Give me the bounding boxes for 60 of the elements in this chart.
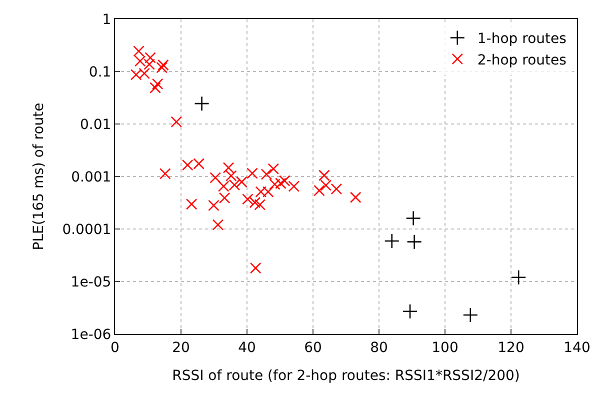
point <box>269 178 280 190</box>
point <box>318 170 330 182</box>
point <box>210 172 221 184</box>
point <box>170 116 182 128</box>
y-tick-label: 0.01 <box>80 116 112 133</box>
point <box>260 168 272 180</box>
point <box>186 198 198 210</box>
point <box>320 180 332 191</box>
point <box>406 210 421 226</box>
x-tick-label: 140 <box>564 340 590 356</box>
point <box>250 262 262 274</box>
point <box>254 199 266 210</box>
point <box>158 59 169 71</box>
point <box>242 194 254 205</box>
point <box>144 58 155 70</box>
point <box>134 55 146 67</box>
point <box>288 180 300 192</box>
point <box>330 183 342 195</box>
point <box>406 234 422 250</box>
point <box>462 307 478 323</box>
point <box>212 219 224 230</box>
y-tick-label: 0.1 <box>88 64 112 80</box>
point <box>402 304 418 319</box>
point <box>226 170 237 182</box>
x-tick-label: 120 <box>498 340 524 356</box>
legend-label: 2-hop routes <box>477 52 566 68</box>
y-tick-label: 1e-06 <box>70 326 112 343</box>
x-tick-label: 0 <box>110 340 120 356</box>
x-tick-label: 40 <box>238 340 256 356</box>
point <box>222 162 234 174</box>
y-tick-label: 1 <box>102 12 112 28</box>
point <box>278 175 290 186</box>
point <box>275 178 286 190</box>
point <box>194 96 210 112</box>
point <box>384 233 400 249</box>
x-tick-label: 60 <box>304 340 322 356</box>
point <box>152 78 164 90</box>
x-axis-title: RSSI of route (for 2-hop routes: RSSI1*RSSI2/200) <box>172 368 520 384</box>
point <box>133 46 144 57</box>
point <box>218 192 230 204</box>
y-axis-title: PLE(165 ms) of route <box>30 102 47 250</box>
x-tick-label: 20 <box>172 340 190 356</box>
point <box>236 176 248 188</box>
x-tick-label: 100 <box>432 340 458 356</box>
point <box>268 163 280 174</box>
point <box>510 270 526 285</box>
point <box>156 62 168 74</box>
point <box>144 52 156 64</box>
point <box>314 184 325 196</box>
point <box>150 82 161 94</box>
x-tick-label: 80 <box>370 340 388 356</box>
y-tick-label: 0.0001 <box>62 222 112 238</box>
point <box>249 196 261 208</box>
point <box>350 192 362 204</box>
point <box>246 168 258 179</box>
y-tick-label: 0.001 <box>71 169 112 186</box>
y-tick-label: 1e-05 <box>70 274 112 290</box>
legend-label: 1-hop routes <box>477 31 566 48</box>
point <box>160 168 171 180</box>
point <box>208 200 220 212</box>
